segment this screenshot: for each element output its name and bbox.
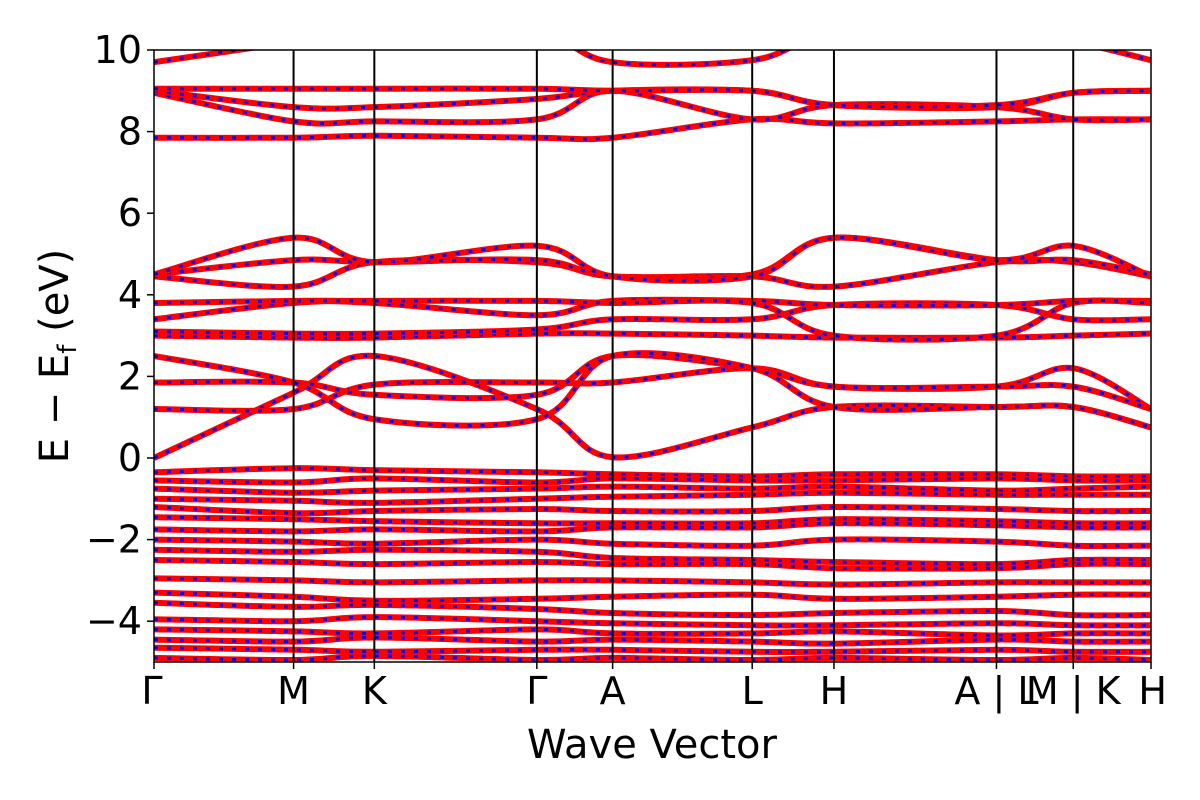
band-24-spin-down	[154, 548, 1151, 566]
band-21-spin-up	[154, 514, 1151, 527]
band-33-spin-down	[154, 654, 1151, 662]
band-32-spin-up	[154, 644, 1151, 656]
y-tick-label: 6	[118, 191, 142, 235]
x-tick-label: H	[820, 669, 849, 713]
band-19-spin-down	[154, 491, 1151, 505]
band-28-spin-down	[154, 601, 1151, 617]
x-tick-label: Γ	[526, 669, 547, 713]
x-tick-label: A | L	[954, 669, 1038, 714]
band-18-spin-down	[154, 485, 1151, 495]
x-tick-label: A	[600, 669, 626, 713]
band-16-spin-down	[154, 466, 1151, 479]
band-14-spin-up	[154, 85, 1151, 110]
y-tick-label: 8	[118, 110, 142, 154]
band-28-spin-up	[154, 599, 1151, 619]
band-3-spin-down	[154, 351, 1151, 429]
x-tick-label: L	[742, 669, 763, 713]
band-27-spin-down	[154, 591, 1151, 603]
y-axis-ticks: 10 8 6 4 2 0 −2 −4	[86, 28, 154, 643]
band-5-spin-down	[154, 301, 1151, 336]
band-11-spin-down	[154, 117, 1151, 141]
band-4-spin-up	[154, 330, 1151, 342]
band-15-spin-up	[154, 50, 1151, 68]
band-30-spin-down	[154, 627, 1151, 638]
y-tick-label: −4	[86, 599, 142, 643]
y-axis-title-sub: f	[53, 344, 83, 354]
x-tick-label: M | K	[1026, 669, 1122, 714]
band-31-spin-down	[154, 635, 1151, 646]
y-tick-label: 10	[94, 28, 142, 72]
x-axis-title: Wave Vector	[527, 722, 778, 768]
x-tick-label: K	[362, 669, 388, 713]
band-7-spin-up	[154, 297, 1151, 343]
band-26-spin-up	[154, 575, 1151, 588]
y-tick-label: −2	[86, 518, 142, 562]
y-axis-title: E − Ef (eV)	[32, 249, 83, 464]
x-tick-label: H	[1138, 669, 1167, 713]
band-22-spin-down	[154, 521, 1151, 533]
high-symmetry-lines	[292, 50, 1075, 662]
y-tick-label: 2	[118, 354, 142, 398]
y-tick-label: 0	[118, 436, 142, 480]
plot-frame	[153, 49, 1152, 663]
band-1-spin-down	[154, 366, 1151, 413]
x-tick-label: Γ	[141, 669, 162, 713]
band-15-spin-down	[154, 50, 1151, 67]
y-axis-title-main: E − E	[32, 354, 78, 464]
band-2-spin-up	[154, 352, 1151, 412]
band-12-spin-down	[154, 89, 1151, 126]
y-tick-label: 4	[118, 273, 142, 317]
band-23-spin-down	[154, 537, 1151, 548]
x-tick-label: M	[277, 669, 310, 713]
bands-layer	[154, 50, 1151, 662]
band-20-spin-down	[154, 505, 1151, 515]
band-25-spin-up	[154, 557, 1151, 572]
band-17-spin-down	[154, 476, 1151, 485]
band-10-spin-down	[154, 236, 1151, 283]
band-29-spin-down	[154, 615, 1151, 628]
x-axis-ticks: Γ M K Γ A L H A | LM | K H	[141, 662, 1167, 714]
y-axis-title-unit: (eV)	[32, 249, 78, 345]
